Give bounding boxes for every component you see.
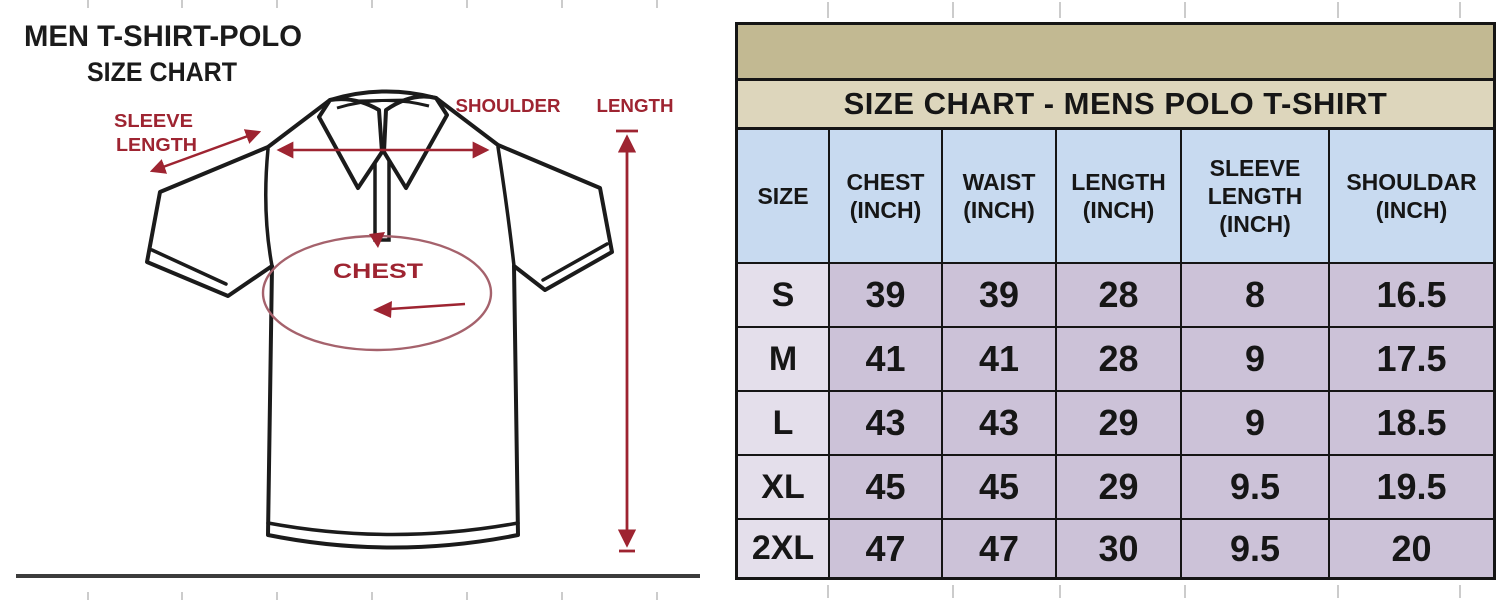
size-value: S bbox=[738, 264, 828, 326]
sleeve-length-arrow bbox=[149, 129, 262, 174]
table-row-xl: XL 45 45 29 9.5 19.5 bbox=[738, 454, 1493, 518]
col-header-waist: WAIST (INCH) bbox=[941, 130, 1055, 262]
table-title: SIZE CHART - MENS POLO T-SHIRT bbox=[738, 81, 1493, 130]
shoulder-label: SHOULDER bbox=[456, 96, 561, 116]
table-row-m: M 41 41 28 9 17.5 bbox=[738, 326, 1493, 390]
header-text: SIZE bbox=[757, 182, 809, 209]
table-row-2xl: 2XL 47 47 30 9.5 20 bbox=[738, 518, 1493, 577]
shirt-seams bbox=[150, 145, 609, 537]
header-text: CHEST bbox=[846, 168, 925, 195]
col-header-shoulder: SHOULDAR (INCH) bbox=[1328, 130, 1493, 262]
chest-value: 43 bbox=[828, 392, 941, 454]
table-row-s: S 39 39 28 8 16.5 bbox=[738, 262, 1493, 326]
chest-value: 45 bbox=[828, 456, 941, 518]
shoulder-value: 19.5 bbox=[1328, 456, 1493, 518]
waist-value: 43 bbox=[941, 392, 1055, 454]
header-text: (INCH) bbox=[849, 197, 922, 223]
table-top-band bbox=[738, 25, 1493, 81]
length-value: 28 bbox=[1055, 264, 1180, 326]
shirt-outline bbox=[145, 96, 614, 550]
col-header-sleeve-length: SLEEVE LENGTH (INCH) bbox=[1180, 130, 1328, 262]
waist-value: 41 bbox=[941, 328, 1055, 390]
header-text: SHOULDAR bbox=[1346, 168, 1477, 195]
chest-label: CHEST bbox=[333, 260, 423, 283]
length-value: 29 bbox=[1055, 392, 1180, 454]
size-table: SIZE CHART - MENS POLO T-SHIRT SIZE CHES… bbox=[735, 22, 1496, 580]
waist-value: 47 bbox=[941, 520, 1055, 577]
chest-value: 39 bbox=[828, 264, 941, 326]
length-value: 29 bbox=[1055, 456, 1180, 518]
length-arrow bbox=[616, 129, 638, 553]
col-header-length: LENGTH (INCH) bbox=[1055, 130, 1180, 262]
waist-value: 45 bbox=[941, 456, 1055, 518]
header-text: LENGTH bbox=[1207, 182, 1303, 209]
header-text: LENGTH bbox=[1071, 168, 1166, 195]
waist-value: 39 bbox=[941, 264, 1055, 326]
shoulder-value: 17.5 bbox=[1328, 328, 1493, 390]
header-text: (INCH) bbox=[963, 197, 1035, 223]
sleeve-length-value: 9 bbox=[1180, 392, 1328, 454]
size-value: L bbox=[738, 392, 828, 454]
shoulder-value: 18.5 bbox=[1328, 392, 1493, 454]
table-row-l: L 43 43 29 9 18.5 bbox=[738, 390, 1493, 454]
sleeve-length-value: 8 bbox=[1180, 264, 1328, 326]
shirt-placket bbox=[373, 150, 391, 242]
col-header-size: SIZE bbox=[738, 130, 828, 262]
sleeve-length-label-line2: LENGTH bbox=[116, 135, 197, 155]
length-value: 30 bbox=[1055, 520, 1180, 577]
size-value: XL bbox=[738, 456, 828, 518]
col-header-chest: CHEST (INCH) bbox=[828, 130, 941, 262]
sleeve-length-value: 9.5 bbox=[1180, 520, 1328, 577]
header-text: SLEEVE bbox=[1209, 154, 1301, 181]
size-value: M bbox=[738, 328, 828, 390]
chest-ellipse bbox=[261, 232, 493, 352]
table-header-row: SIZE CHEST (INCH) WAIST (INCH) LENGTH (I… bbox=[738, 130, 1493, 262]
diagram-title: MEN T-SHIRT-POLO bbox=[24, 20, 302, 53]
chest-value: 41 bbox=[828, 328, 941, 390]
chest-value: 47 bbox=[828, 520, 941, 577]
header-text: (INCH) bbox=[1375, 197, 1448, 223]
shoulder-value: 16.5 bbox=[1328, 264, 1493, 326]
shoulder-value: 20 bbox=[1328, 520, 1493, 577]
header-text: WAIST bbox=[962, 168, 1036, 195]
sleeve-length-value: 9 bbox=[1180, 328, 1328, 390]
diagram-subtitle: SIZE CHART bbox=[87, 57, 237, 87]
size-value: 2XL bbox=[738, 520, 828, 577]
sleeve-length-value: 9.5 bbox=[1180, 456, 1328, 518]
header-text: (INCH) bbox=[1082, 197, 1155, 223]
length-value: 28 bbox=[1055, 328, 1180, 390]
gridline-ticks bbox=[87, 0, 1461, 600]
header-text: (INCH) bbox=[1219, 211, 1291, 238]
sleeve-length-label-line1: SLEEVE bbox=[114, 111, 193, 131]
length-label: LENGTH bbox=[597, 96, 674, 116]
